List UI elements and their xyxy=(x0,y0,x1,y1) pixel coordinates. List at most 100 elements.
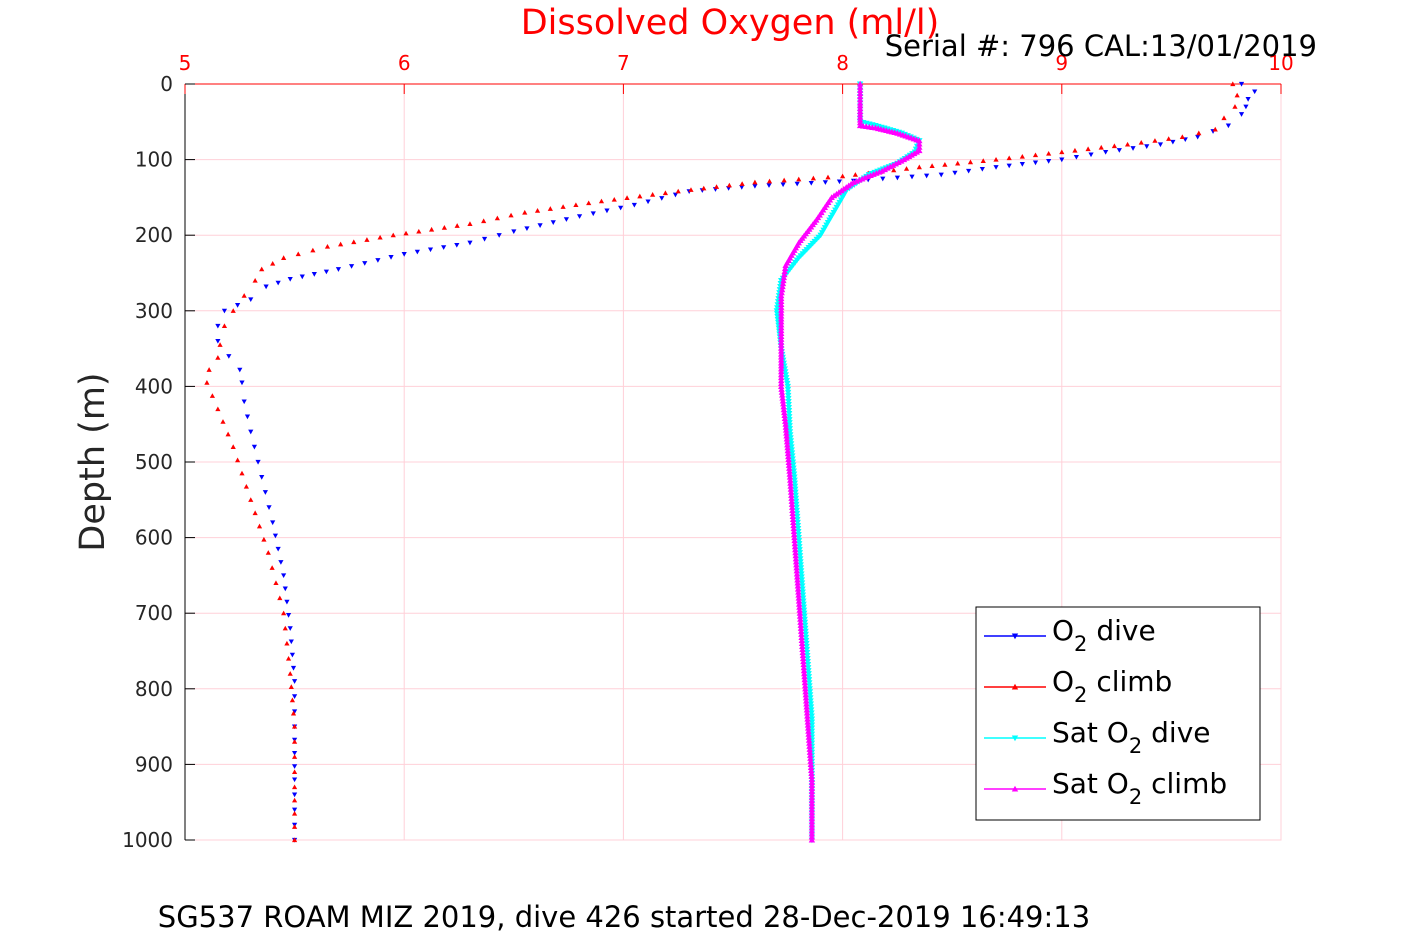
legend-label-main: Sat O xyxy=(1052,716,1129,749)
data-point xyxy=(494,215,500,221)
data-point xyxy=(808,776,816,783)
data-point xyxy=(739,181,745,186)
data-point xyxy=(778,301,785,307)
data-point xyxy=(284,599,290,605)
data-point xyxy=(789,510,796,516)
data-point xyxy=(375,258,381,263)
data-point xyxy=(788,447,795,454)
data-point xyxy=(792,552,799,559)
data-point xyxy=(791,480,799,487)
data-point xyxy=(852,172,858,177)
y-tick-label: 900 xyxy=(135,752,173,776)
data-point xyxy=(1098,144,1104,150)
data-point xyxy=(782,418,789,424)
data-point xyxy=(782,262,789,268)
data-point xyxy=(778,339,785,345)
data-point xyxy=(806,686,813,692)
data-point xyxy=(808,809,816,816)
data-point xyxy=(799,589,806,596)
x-tick-label: 5 xyxy=(179,51,192,75)
data-point xyxy=(282,625,288,631)
data-point xyxy=(796,606,803,613)
data-point xyxy=(794,522,802,529)
data-point xyxy=(779,283,786,290)
chart-caption: SG537 ROAM MIZ 2019, dive 426 started 28… xyxy=(158,900,1090,934)
data-point xyxy=(791,540,799,547)
data-point xyxy=(1221,115,1227,121)
data-point xyxy=(804,715,811,722)
data-point xyxy=(808,710,815,717)
data-point xyxy=(784,380,791,387)
legend-box xyxy=(975,606,1261,821)
data-point xyxy=(801,610,808,617)
data-point xyxy=(778,292,785,299)
data-point xyxy=(252,510,258,516)
data-point xyxy=(807,698,814,705)
data-point xyxy=(788,450,796,457)
data-point xyxy=(807,761,815,767)
data-point xyxy=(265,550,271,555)
data-point xyxy=(803,646,811,653)
x-axis-ticks: 5 6 7 8 9 10 xyxy=(179,51,1294,94)
data-point xyxy=(1116,148,1122,153)
data-point xyxy=(310,247,316,253)
legend-swatch-marker xyxy=(1011,735,1019,742)
data-point xyxy=(797,562,804,569)
data-point xyxy=(259,475,265,480)
data-point xyxy=(967,159,974,165)
y-tick-label: 500 xyxy=(135,450,173,474)
data-point xyxy=(808,779,816,786)
data-point xyxy=(783,432,790,439)
data-point xyxy=(256,523,263,529)
data-point xyxy=(806,743,813,749)
data-point xyxy=(803,649,811,656)
data-point xyxy=(282,586,288,592)
series-group xyxy=(215,81,1258,843)
data-point xyxy=(508,212,514,218)
data-point xyxy=(789,453,796,460)
data-point xyxy=(225,431,231,437)
data-point xyxy=(803,706,811,713)
data-point xyxy=(791,474,798,481)
legend-label-tail: dive xyxy=(1142,716,1210,749)
data-point xyxy=(787,432,794,438)
data-point xyxy=(790,468,797,475)
data-point xyxy=(215,406,221,412)
data-point xyxy=(787,476,794,483)
data-point xyxy=(780,182,786,188)
data-point xyxy=(292,810,298,816)
data-point xyxy=(780,274,788,281)
legend-label: Sat O2 climb xyxy=(1052,767,1227,809)
data-point xyxy=(784,389,792,396)
data-point xyxy=(795,532,802,538)
data-point xyxy=(785,462,793,468)
data-point xyxy=(779,394,786,401)
data-point xyxy=(796,603,803,610)
data-point xyxy=(794,579,801,586)
data-point xyxy=(789,459,797,466)
data-point xyxy=(795,528,802,535)
data-point xyxy=(993,157,999,162)
data-point xyxy=(798,580,806,587)
data-point xyxy=(801,613,808,620)
data-point xyxy=(808,767,815,774)
data-point xyxy=(795,594,802,601)
data-point xyxy=(787,438,795,445)
data-point xyxy=(292,739,298,744)
data-point xyxy=(800,598,807,605)
data-point xyxy=(801,676,808,683)
data-point xyxy=(781,271,788,278)
data-point xyxy=(790,525,797,532)
data-point xyxy=(778,333,785,339)
data-point xyxy=(786,426,794,432)
data-point xyxy=(1230,81,1236,87)
data-point xyxy=(780,406,788,413)
data-point xyxy=(481,236,488,242)
data-point xyxy=(789,456,796,463)
data-point xyxy=(808,815,816,822)
data-point xyxy=(788,501,796,507)
data-point xyxy=(856,87,864,93)
data-point xyxy=(793,570,801,577)
data-point xyxy=(441,225,447,230)
data-point xyxy=(1103,149,1109,155)
